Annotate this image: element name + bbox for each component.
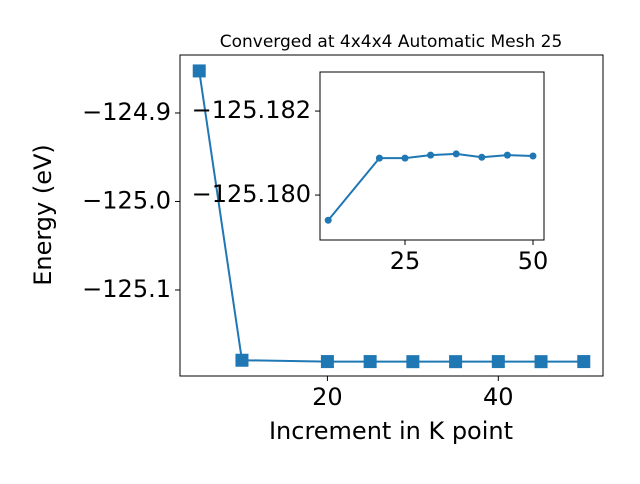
x-tick-label: 25 bbox=[390, 247, 421, 275]
x-tick-label: 20 bbox=[312, 383, 343, 411]
y-tick-label: −125.0 bbox=[82, 186, 171, 214]
marker bbox=[401, 154, 409, 162]
marker bbox=[235, 353, 249, 367]
marker bbox=[375, 154, 383, 162]
marker bbox=[324, 216, 332, 224]
x-axis-label: Increment in K point bbox=[269, 417, 513, 445]
x-tick-label: 50 bbox=[518, 247, 549, 275]
y-tick-label: −124.9 bbox=[82, 98, 171, 126]
marker bbox=[427, 151, 435, 159]
series-line bbox=[327, 152, 534, 221]
marker bbox=[534, 355, 548, 369]
marker bbox=[363, 355, 377, 369]
marker bbox=[577, 355, 591, 369]
marker bbox=[452, 150, 460, 158]
marker bbox=[503, 151, 511, 159]
marker bbox=[491, 355, 505, 369]
marker bbox=[449, 355, 463, 369]
y-axis-label: Energy (eV) bbox=[29, 144, 57, 286]
marker bbox=[406, 355, 420, 369]
y-tick-label: −125.180 bbox=[192, 180, 311, 208]
x-tick-label: 40 bbox=[483, 383, 514, 411]
marker bbox=[320, 355, 334, 369]
y-tick-label: −125.1 bbox=[82, 275, 171, 303]
y-tick-label: −125.182 bbox=[192, 96, 311, 124]
marker bbox=[478, 153, 486, 161]
marker bbox=[192, 64, 206, 78]
marker bbox=[529, 152, 537, 160]
chart-title: Converged at 4x4x4 Automatic Mesh 25 bbox=[220, 32, 563, 52]
